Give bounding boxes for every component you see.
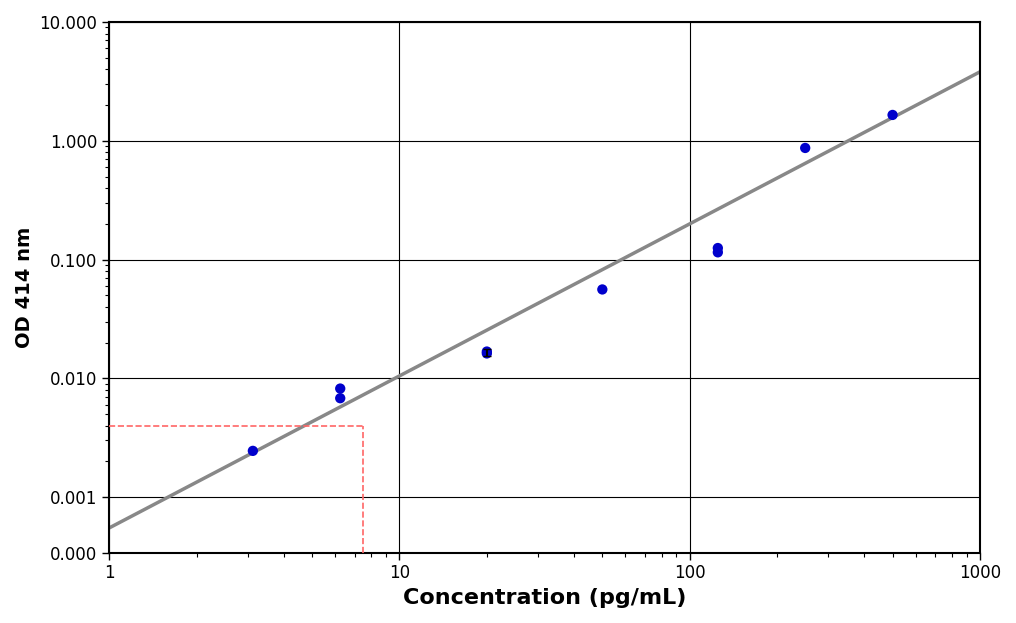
Point — [332, 393, 348, 403]
Y-axis label: OD 414 nm: OD 414 nm — [15, 227, 34, 348]
Point — [798, 143, 814, 153]
Point — [710, 247, 726, 257]
Point — [479, 348, 495, 358]
Point — [710, 243, 726, 253]
Point — [245, 446, 261, 456]
X-axis label: Concentration (pg/mL): Concentration (pg/mL) — [403, 588, 686, 608]
Point — [332, 384, 348, 394]
Point — [885, 110, 901, 120]
Point — [479, 346, 495, 356]
Point — [594, 285, 611, 295]
